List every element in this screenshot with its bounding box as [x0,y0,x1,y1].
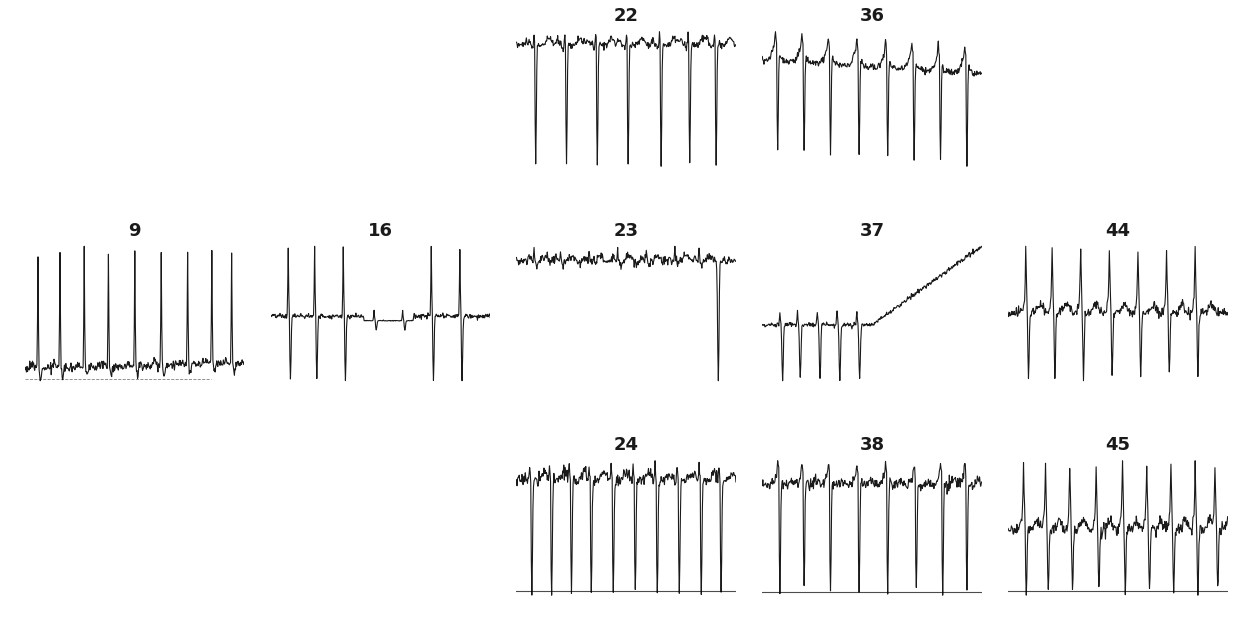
Title: 45: 45 [1105,436,1131,454]
Title: 23: 23 [614,221,639,240]
Title: 38: 38 [859,436,884,454]
Title: 16: 16 [368,221,393,240]
Title: 22: 22 [614,7,639,25]
Title: 9: 9 [128,221,141,240]
Title: 36: 36 [859,7,884,25]
Title: 44: 44 [1105,221,1131,240]
Title: 37: 37 [859,221,884,240]
Title: 24: 24 [614,436,639,454]
